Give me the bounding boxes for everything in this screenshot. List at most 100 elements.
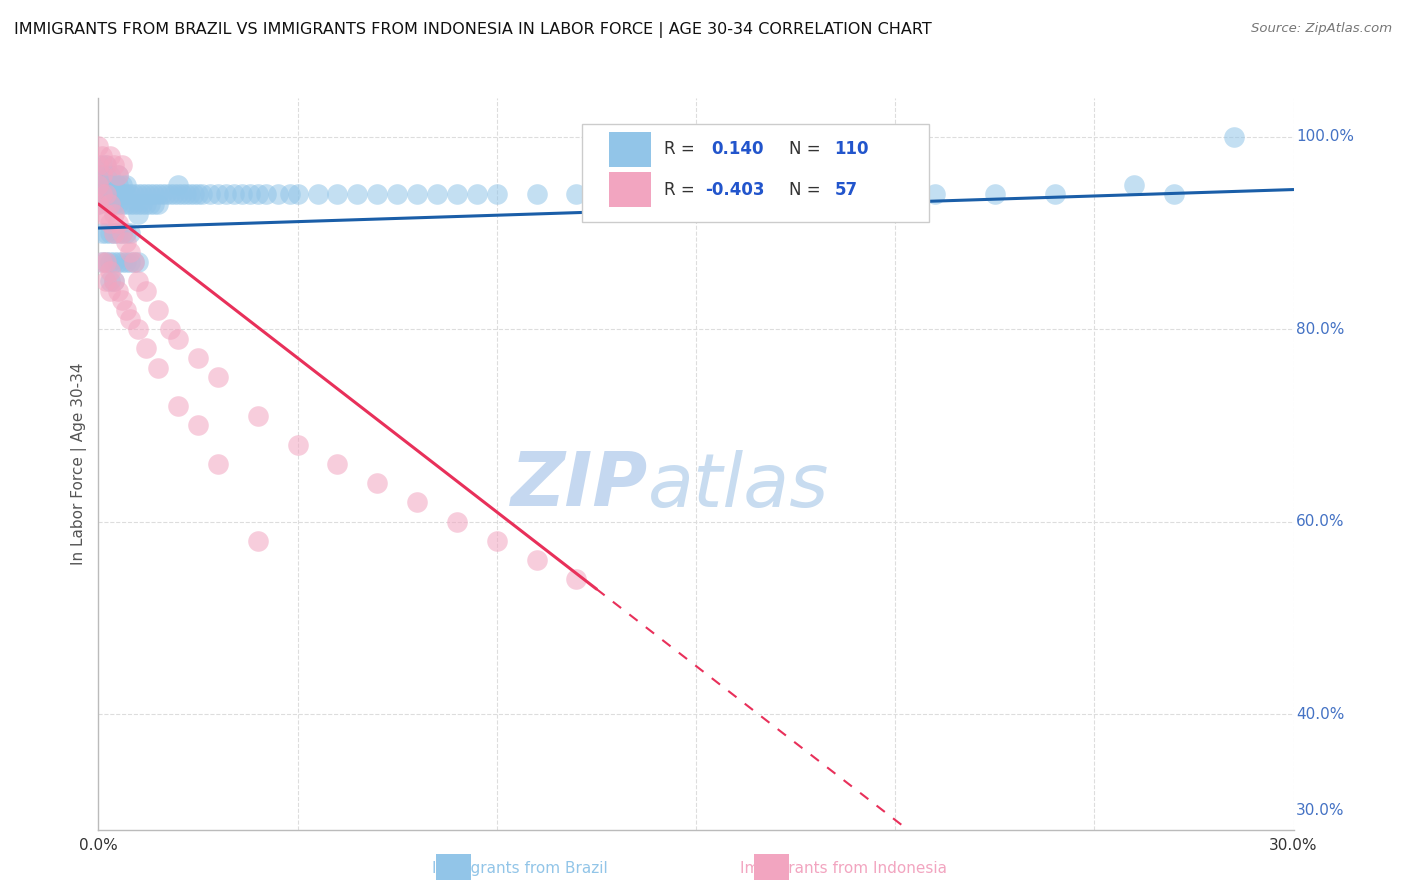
Point [98,264,122,278]
Point [135,187,157,202]
Point [103,197,125,211]
Point [155,187,177,202]
Point [115,254,138,268]
Point [98,187,122,202]
Point [1123,178,1146,192]
Text: ZIP: ZIP [510,450,648,523]
Point [139,187,162,202]
Point [215,187,238,202]
Point [148,360,170,375]
Point [1163,187,1185,202]
Point [91,226,114,240]
Point [565,187,588,202]
Point [111,226,134,240]
Point [91,187,114,202]
Point [96,226,118,240]
Point [91,159,114,173]
Point [207,187,229,202]
Point [239,187,262,202]
Point [107,187,129,202]
FancyBboxPatch shape [582,124,929,222]
Point [231,187,253,202]
Point [115,187,138,202]
Point [91,168,114,182]
Point [96,159,118,173]
Point [406,187,429,202]
Point [103,206,125,220]
Point [159,322,181,336]
Point [103,178,125,192]
Point [115,178,138,192]
Point [172,187,194,202]
Point [120,245,142,260]
Point [465,187,488,202]
Point [127,197,149,211]
Point [107,216,129,230]
Point [120,197,142,211]
Point [127,187,149,202]
Point [485,533,508,548]
Point [179,187,201,202]
Point [98,178,122,192]
Point [115,226,138,240]
Text: 60.0%: 60.0% [1296,514,1344,529]
Point [96,159,118,173]
Point [346,187,368,202]
Point [124,254,146,268]
Point [246,187,269,202]
Point [366,187,388,202]
Point [120,254,142,268]
Point [187,418,209,433]
Point [326,187,349,202]
Point [665,168,688,182]
Text: Immigrants from Indonesia: Immigrants from Indonesia [740,861,948,876]
Point [246,533,269,548]
Point [120,187,142,202]
Point [111,197,134,211]
Point [246,409,269,423]
Point [111,178,134,192]
Point [107,254,129,268]
Point [124,197,146,211]
Point [115,197,138,211]
Point [366,476,388,491]
Point [98,149,122,163]
Point [103,187,125,202]
Point [98,284,122,298]
Text: N =: N = [789,140,827,158]
Point [143,187,166,202]
Point [103,274,125,288]
Point [96,187,118,202]
Point [167,178,190,192]
Point [96,274,118,288]
Point [135,342,157,356]
Point [167,187,190,202]
Text: 0.140: 0.140 [711,140,763,158]
Point [159,187,181,202]
Point [107,284,129,298]
Point [485,187,508,202]
Point [124,187,146,202]
Point [91,149,114,163]
Point [98,226,122,240]
Point [287,437,309,451]
Point [267,187,290,202]
Point [143,197,166,211]
Text: atlas: atlas [648,450,830,522]
Point [148,187,170,202]
Point [183,187,205,202]
Point [385,187,409,202]
Point [111,226,134,240]
Point [87,178,110,192]
Point [96,206,118,220]
Point [207,457,229,471]
Point [426,187,449,202]
Point [111,159,134,173]
Point [187,187,209,202]
Point [526,187,548,202]
Point [96,187,118,202]
Point [87,197,110,211]
Point [222,187,245,202]
Y-axis label: In Labor Force | Age 30-34: In Labor Force | Age 30-34 [72,362,87,566]
Point [174,187,197,202]
